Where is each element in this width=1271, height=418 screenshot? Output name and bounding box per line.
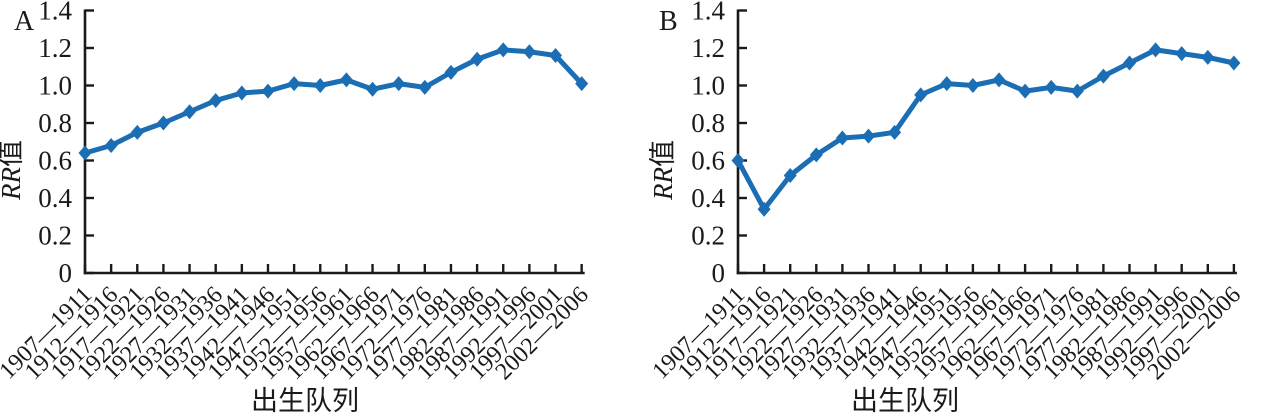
y-tick-label: 1.2 — [38, 33, 72, 63]
y-tick-label: 1.2 — [691, 33, 725, 63]
data-point-marker — [992, 72, 1006, 88]
data-point-marker — [444, 64, 458, 80]
data-point-marker — [862, 128, 875, 144]
data-point-marker — [418, 79, 432, 95]
y-tick-label: 1.4 — [38, 0, 72, 26]
data-line — [82, 47, 585, 156]
data-point-marker — [549, 48, 563, 63]
data-point-marker — [914, 87, 928, 103]
y-tick-label: 0 — [59, 258, 73, 288]
data-point-marker — [1018, 83, 1032, 99]
data-line — [735, 47, 1237, 212]
data-point-marker — [575, 76, 589, 92]
data-point-marker — [261, 83, 275, 99]
data-point-marker — [1175, 46, 1189, 62]
data-point-marker — [470, 51, 484, 67]
data-point-marker — [1044, 79, 1058, 95]
data-point-marker — [313, 78, 327, 93]
y-tick-label: 0.8 — [691, 108, 725, 138]
data-point-marker — [783, 168, 797, 183]
y-tick-label: 0.4 — [38, 183, 72, 213]
y-axis-title: RR值 — [0, 140, 26, 201]
data-point-marker — [496, 42, 510, 58]
chart-panel-A: A00.20.40.60.81.01.21.41907—19111912—191… — [0, 0, 594, 416]
data-point-marker — [757, 201, 771, 217]
data-point-marker — [1070, 83, 1084, 99]
y-tick-label: 0.6 — [38, 146, 72, 176]
y-tick-label: 1.4 — [691, 0, 725, 26]
y-tick-label: 0.4 — [691, 183, 725, 213]
data-point-marker — [809, 147, 823, 163]
data-point-marker — [235, 85, 249, 101]
data-point-marker — [835, 130, 849, 146]
data-point-marker — [130, 124, 144, 140]
y-tick-label: 0.2 — [691, 221, 725, 251]
y-tick-label: 1.0 — [691, 71, 725, 101]
y-tick-label: 0.2 — [38, 221, 72, 251]
data-point-marker — [1201, 49, 1215, 65]
data-point-marker — [940, 76, 954, 92]
data-point-marker — [183, 104, 197, 120]
data-point-marker — [156, 115, 170, 131]
data-point-marker — [104, 138, 118, 153]
data-point-marker — [888, 124, 902, 140]
x-axis-title: 出生队列 — [851, 386, 959, 416]
y-tick-label: 0.8 — [38, 108, 72, 138]
data-point-marker — [78, 145, 92, 161]
data-point-marker — [1096, 68, 1110, 84]
data-point-marker — [522, 44, 536, 60]
data-point-marker — [1123, 55, 1136, 71]
data-point-marker — [731, 153, 745, 168]
x-axis-title: 出生队列 — [251, 386, 359, 416]
chart-panel-B: B00.20.40.60.81.01.21.41907—19111912—191… — [648, 0, 1247, 416]
panel-label: B — [659, 6, 678, 37]
data-point-marker — [366, 81, 380, 97]
data-point-marker — [966, 78, 980, 93]
y-axis-title: RR值 — [648, 140, 678, 201]
data-point-marker — [1149, 42, 1163, 58]
data-point-marker — [339, 72, 353, 88]
data-point-marker — [209, 93, 223, 108]
y-tick-label: 1.0 — [38, 71, 72, 101]
y-tick-label: 0.6 — [691, 146, 725, 176]
panel-label: A — [14, 6, 35, 37]
data-point-marker — [1227, 55, 1241, 71]
data-point-marker — [392, 76, 406, 92]
y-tick-label: 0 — [712, 258, 726, 288]
data-point-marker — [287, 76, 301, 92]
